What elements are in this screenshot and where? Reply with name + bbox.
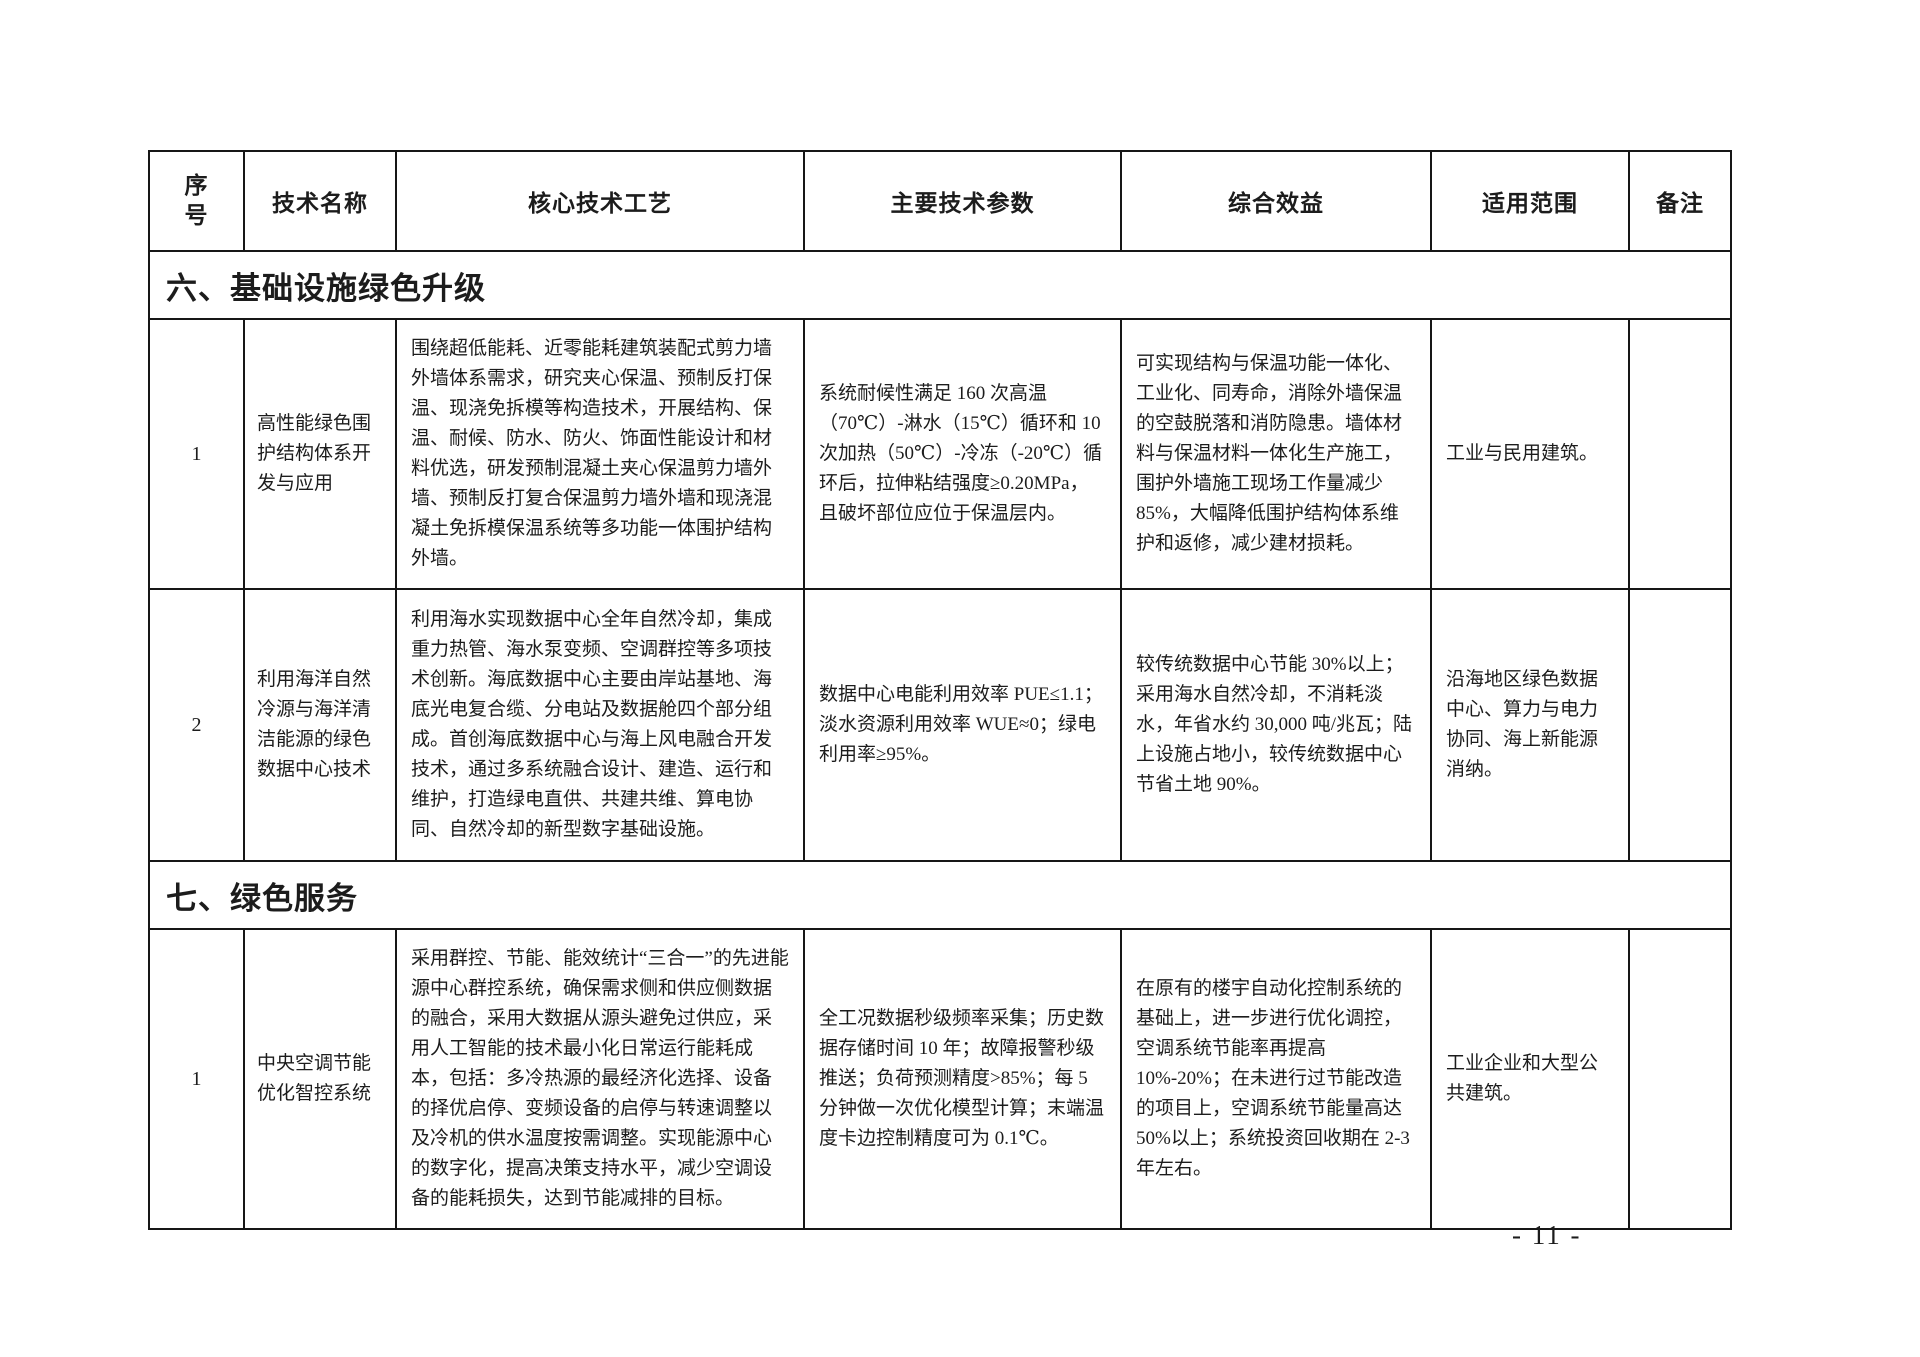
row-index: 2 <box>148 588 245 862</box>
col-header-tech-name: 技术名称 <box>243 150 397 252</box>
section-row-7: 七、绿色服务 <box>148 860 1732 930</box>
section-row-6: 六、基础设施绿色升级 <box>148 250 1732 320</box>
benefits-cell: 在原有的楼宇自动化控制系统的基础上，进一步进行优化调控，空调系统节能率再提高 1… <box>1120 928 1432 1230</box>
benefits-cell: 可实现结构与保温功能一体化、工业化、同寿命，消除外墙保温的空鼓脱落和消防隐患。墙… <box>1120 318 1432 590</box>
table-row: 1 中央空调节能优化智控系统 采用群控、节能、能效统计“三合一”的先进能源中心群… <box>148 928 1732 1230</box>
parameters-cell: 全工况数据秒级频率采集；历史数据存储时间 10 年；故障报警秒级推送；负荷预测精… <box>803 928 1122 1230</box>
table-row: 2 利用海洋自然冷源与海洋清洁能源的绿色数据中心技术 利用海水实现数据中心全年自… <box>148 588 1732 862</box>
scope-cell: 工业与民用建筑。 <box>1430 318 1630 590</box>
parameters-cell: 数据中心电能利用效率 PUE≤1.1；淡水资源利用效率 WUE≈0；绿电利用率≥… <box>803 588 1122 862</box>
core-process-cell: 围绕超低能耗、近零能耗建筑装配式剪力墙外墙体系需求，研究夹心保温、预制反打保温、… <box>395 318 805 590</box>
col-header-core-process: 核心技术工艺 <box>395 150 805 252</box>
technology-table: 序 号 技术名称 核心技术工艺 主要技术参数 综合效益 适用范围 备注 六、基础… <box>148 150 1732 1230</box>
remark-cell <box>1628 588 1732 862</box>
col-header-index: 序 号 <box>148 150 245 252</box>
col-header-remark: 备注 <box>1628 150 1732 252</box>
table-header-row: 序 号 技术名称 核心技术工艺 主要技术参数 综合效益 适用范围 备注 <box>148 150 1732 252</box>
section-title-green-services: 七、绿色服务 <box>148 860 1732 930</box>
core-process-cell: 利用海水实现数据中心全年自然冷却，集成重力热管、海水泵变频、空调群控等多项技术创… <box>395 588 805 862</box>
col-header-parameters: 主要技术参数 <box>803 150 1122 252</box>
section-title-infrastructure-upgrade: 六、基础设施绿色升级 <box>148 250 1732 320</box>
remark-cell <box>1628 928 1732 1230</box>
remark-cell <box>1628 318 1732 590</box>
scope-cell: 工业企业和大型公共建筑。 <box>1430 928 1630 1230</box>
tech-name-cell: 高性能绿色围护结构体系开发与应用 <box>243 318 397 590</box>
core-process-cell: 采用群控、节能、能效统计“三合一”的先进能源中心群控系统，确保需求侧和供应侧数据… <box>395 928 805 1230</box>
tech-name-cell: 中央空调节能优化智控系统 <box>243 928 397 1230</box>
tech-name-cell: 利用海洋自然冷源与海洋清洁能源的绿色数据中心技术 <box>243 588 397 862</box>
page-number: - 11 - <box>1512 1220 1582 1250</box>
scope-cell: 沿海地区绿色数据中心、算力与电力协同、海上新能源消纳。 <box>1430 588 1630 862</box>
row-index: 1 <box>148 318 245 590</box>
row-index: 1 <box>148 928 245 1230</box>
benefits-cell: 较传统数据中心节能 30%以上；采用海水自然冷却，不消耗淡水，年省水约 30,0… <box>1120 588 1432 862</box>
col-header-benefits: 综合效益 <box>1120 150 1432 252</box>
col-header-scope: 适用范围 <box>1430 150 1630 252</box>
parameters-cell: 系统耐候性满足 160 次高温（70℃）-淋水（15℃）循环和 10 次加热（5… <box>803 318 1122 590</box>
table-row: 1 高性能绿色围护结构体系开发与应用 围绕超低能耗、近零能耗建筑装配式剪力墙外墙… <box>148 318 1732 590</box>
